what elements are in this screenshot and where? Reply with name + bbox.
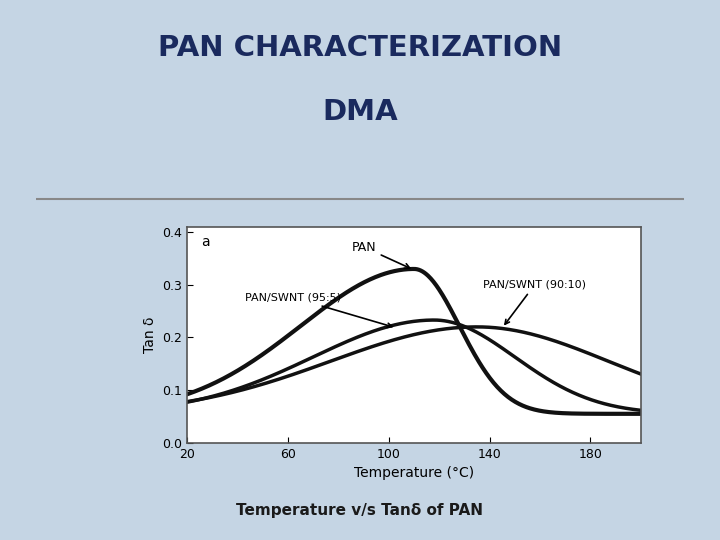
Text: PAN: PAN	[351, 240, 410, 268]
Text: Temperature v/s Tanδ of PAN: Temperature v/s Tanδ of PAN	[236, 503, 484, 518]
Text: DMA: DMA	[322, 98, 398, 126]
Text: PAN CHARACTERIZATION: PAN CHARACTERIZATION	[158, 33, 562, 62]
Y-axis label: Tan δ: Tan δ	[143, 316, 157, 353]
Text: PAN/SWNT (90:10): PAN/SWNT (90:10)	[483, 279, 587, 324]
Text: PAN/SWNT (95:5): PAN/SWNT (95:5)	[245, 293, 392, 328]
Text: a: a	[201, 235, 210, 249]
X-axis label: Temperature (°C): Temperature (°C)	[354, 466, 474, 480]
